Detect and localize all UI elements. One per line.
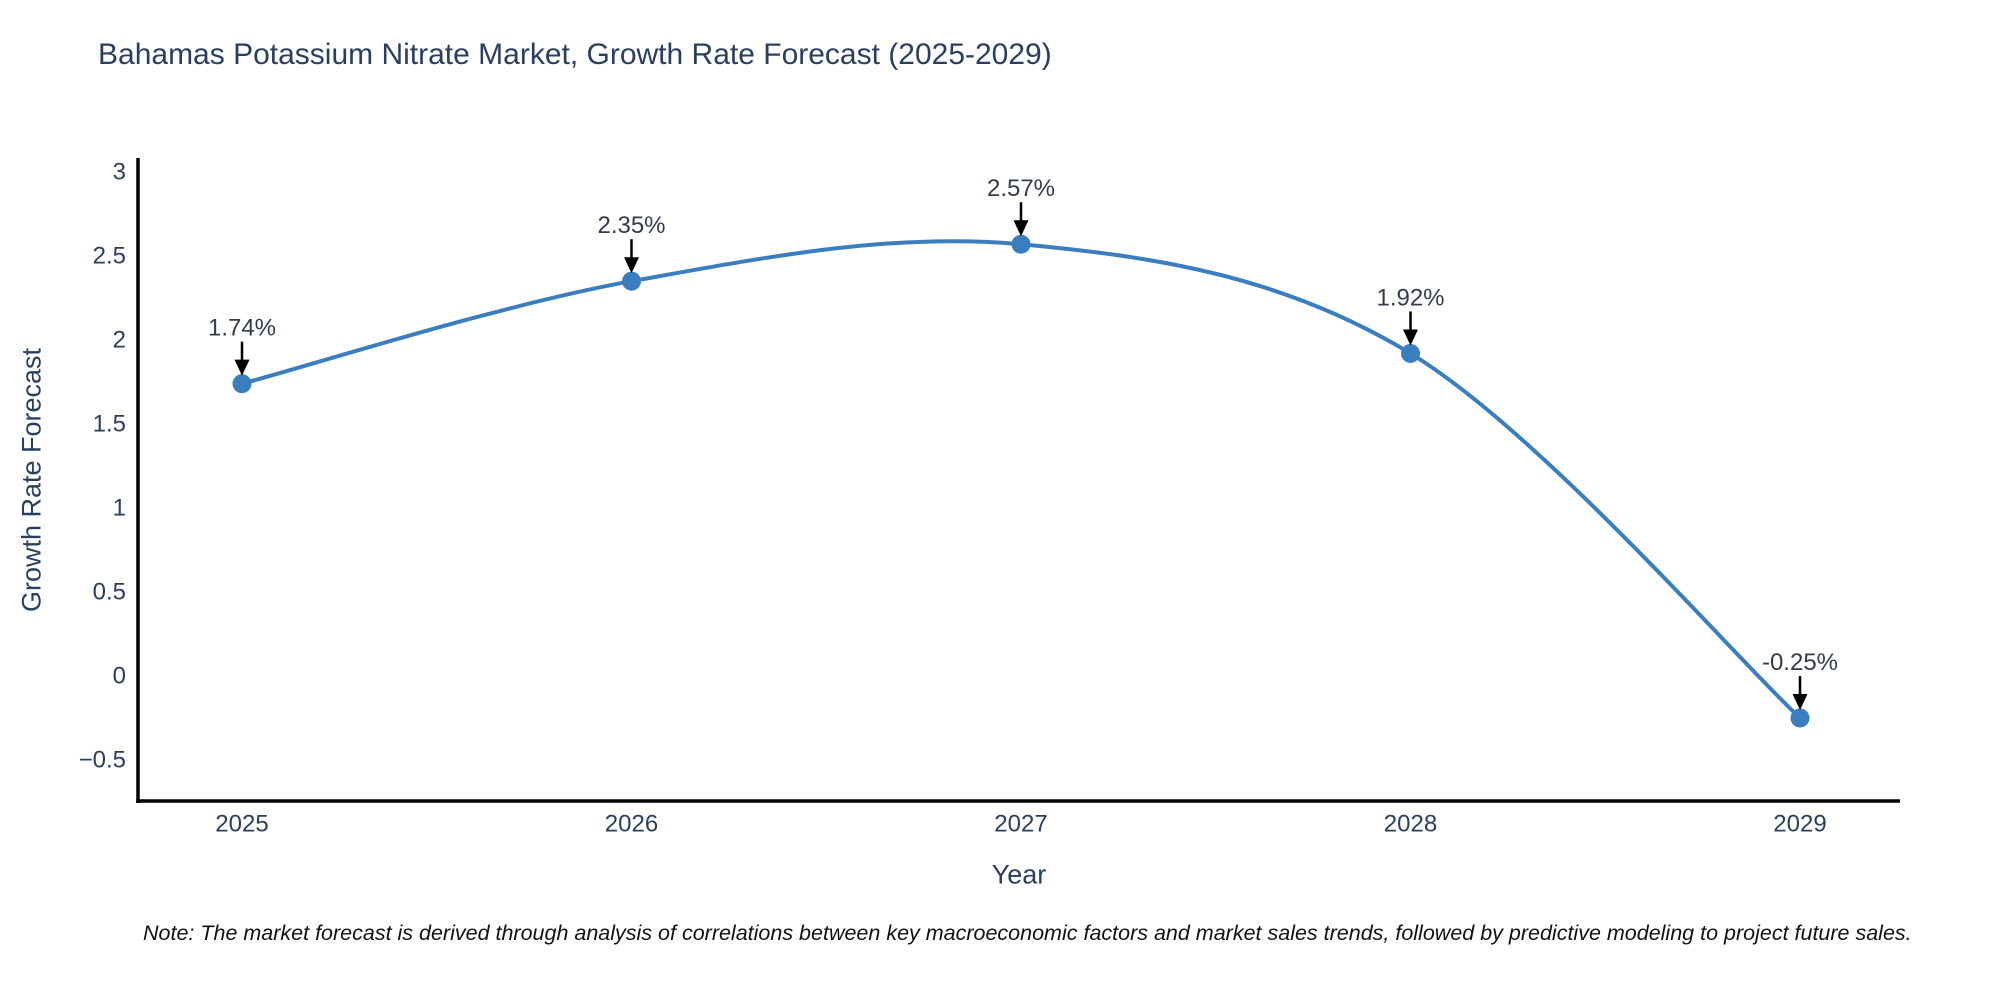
forecast-line: [241, 239, 1802, 720]
annotation-label: 2.35%: [597, 212, 665, 239]
y-axis-title: Growth Rate Forecast: [16, 347, 47, 613]
data-point-marker: [1401, 343, 1420, 363]
annotation-arrowhead-icon: [1013, 220, 1029, 237]
annotation-label: -0.25%: [1762, 649, 1838, 676]
data-point-marker: [622, 271, 641, 291]
y-tick-label: −0.5: [79, 747, 126, 774]
x-tick-label: 2029: [1773, 811, 1826, 838]
chart-title: Bahamas Potassium Nitrate Market, Growth…: [98, 38, 1052, 71]
y-tick-label: 2.5: [93, 243, 126, 270]
x-tick-label: 2028: [1384, 811, 1437, 838]
annotation-arrowhead-icon: [1403, 329, 1418, 346]
annotation-label: 1.92%: [1376, 284, 1444, 311]
y-tick-label: 0.5: [93, 579, 126, 606]
data-point-marker: [232, 374, 252, 394]
y-tick-label: 0: [113, 663, 126, 690]
y-tick-label: 1.5: [93, 411, 126, 438]
x-tick-label: 2025: [215, 811, 268, 838]
x-tick-label: 2027: [994, 811, 1047, 838]
annotation-arrowhead-icon: [234, 359, 250, 376]
x-axis-title: Year: [991, 859, 1047, 890]
annotation-label: 1.74%: [208, 315, 276, 342]
annotation-arrowhead-icon: [1792, 694, 1808, 710]
footnote: Note: The market forecast is derived thr…: [143, 921, 1912, 945]
x-tick-label: 2026: [605, 811, 658, 838]
y-tick-label: 2: [113, 327, 126, 354]
y-tick-label: 3: [113, 159, 126, 186]
annotation-label: 2.57%: [987, 175, 1055, 202]
annotation-arrowhead-icon: [624, 257, 639, 274]
data-point-marker: [1790, 708, 1810, 728]
data-point-marker: [1011, 234, 1031, 254]
y-tick-label: 1: [113, 495, 126, 522]
